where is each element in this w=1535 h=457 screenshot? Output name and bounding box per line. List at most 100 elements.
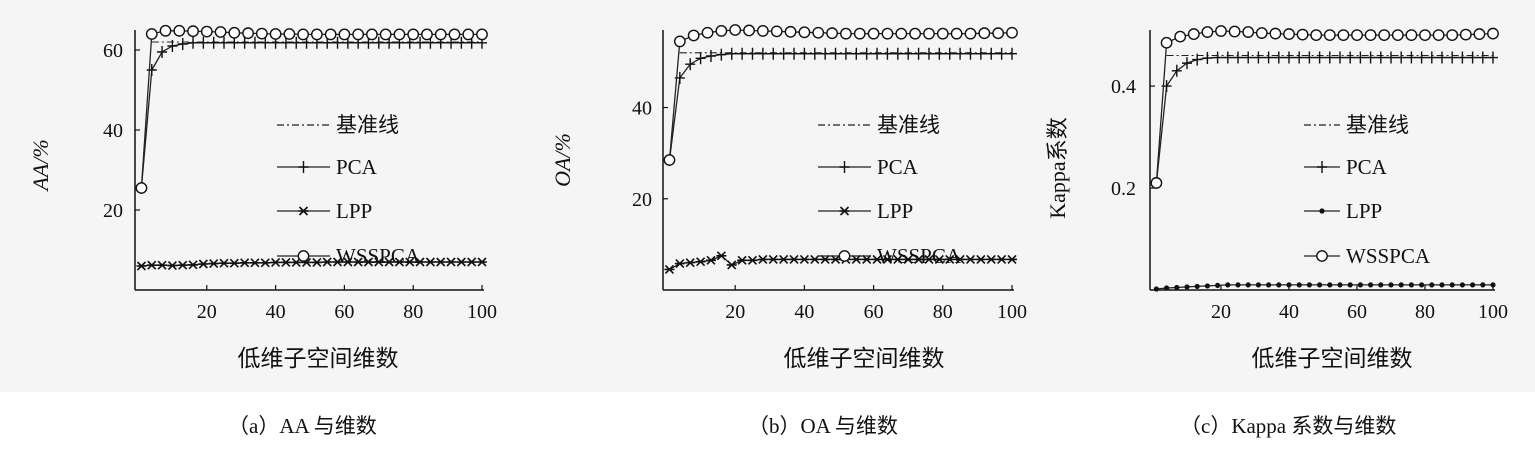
pca-marker [975, 47, 986, 60]
lpp-marker [965, 254, 976, 265]
pca-marker [1233, 51, 1243, 64]
pca-marker [157, 46, 168, 58]
lpp-marker [705, 255, 716, 265]
lpp-marker [934, 254, 945, 265]
pca-marker [1335, 51, 1345, 64]
pca-marker [1182, 57, 1192, 70]
wsspca-marker [1006, 26, 1018, 39]
lpp-marker [1459, 282, 1465, 288]
lpp-marker [425, 257, 436, 267]
lpp-marker [342, 257, 353, 267]
lpp-marker [1388, 282, 1394, 288]
legend-label-wsspca: WSSPCA [877, 244, 962, 268]
wsspca-marker [812, 26, 825, 39]
lpp-marker [146, 260, 157, 270]
pca-line [668, 53, 1012, 161]
wsspca-marker [838, 250, 851, 262]
x-tick-label: 20 [197, 301, 217, 323]
pca-marker [861, 47, 872, 60]
lpp-marker [955, 254, 966, 265]
lpp-marker [1419, 282, 1425, 288]
y-axis-label: OA/% [550, 133, 575, 187]
lpp-marker [975, 254, 986, 265]
pca-marker [1437, 51, 1447, 64]
wsspca-marker [978, 27, 991, 40]
lpp-marker [373, 257, 384, 267]
wsspca-marker [434, 28, 447, 41]
wsspca-marker [1487, 27, 1499, 40]
lpp-marker [446, 257, 457, 267]
lpp-marker [674, 258, 685, 269]
lpp-marker [208, 259, 219, 269]
lpp-marker [1153, 286, 1159, 292]
pca-marker [685, 58, 696, 71]
lpp-marker [809, 254, 820, 265]
y-tick-label: 40 [103, 120, 123, 142]
pca-line [1155, 56, 1493, 183]
lpp-marker [839, 206, 850, 216]
wsspca-marker [1160, 36, 1173, 49]
lpp-marker [820, 254, 831, 265]
lpp-marker [799, 254, 810, 265]
legend: 基准线 PCA LPP WSSPCA [277, 113, 421, 268]
pca-marker [955, 47, 966, 60]
pca-marker [1212, 51, 1223, 64]
lpp-marker [280, 257, 291, 267]
lpp-marker [1266, 282, 1272, 288]
pca-marker [146, 64, 157, 76]
legend-label-baseline: 基准线 [1346, 113, 1409, 137]
pca-marker [726, 47, 737, 60]
wsspca-marker [1228, 25, 1241, 38]
lpp-marker [322, 257, 333, 267]
wsspca-marker [255, 27, 268, 40]
wsspca-marker [673, 35, 686, 48]
legend-label-lpp: LPP [877, 199, 913, 223]
caption-a: （a）AA 与维数 [228, 414, 377, 438]
pca-marker [705, 50, 716, 62]
lpp-marker [157, 260, 168, 270]
lpp-marker [851, 254, 862, 265]
lpp-line [141, 261, 482, 267]
pca-marker [799, 47, 810, 60]
wsspca-marker [1391, 29, 1404, 41]
y-tick-label: 60 [103, 40, 123, 62]
pca-marker [167, 40, 178, 52]
lpp-marker [1408, 282, 1414, 288]
pca-marker [1202, 52, 1213, 65]
wsspca-marker [214, 26, 227, 38]
lpp-marker [1245, 282, 1251, 288]
pca-marker [965, 47, 976, 60]
pca-marker [840, 47, 851, 60]
pca-marker [373, 36, 384, 49]
lpp-marker [861, 254, 872, 265]
chart-panel-a: 20 40 60 80 100 20 40 60 低维子空间维数 AA/% 基准线 PCA LPP WSS… [28, 24, 497, 371]
x-axis-label: 低维子空间维数 [1252, 346, 1413, 371]
x-tick-label: 40 [1279, 301, 1299, 323]
lpp-marker [1429, 282, 1435, 288]
pca-marker [903, 47, 914, 60]
wsspca-marker [1201, 26, 1214, 38]
pca-marker [747, 47, 758, 60]
lpp-marker [1357, 282, 1363, 288]
series-pca [136, 36, 487, 194]
series-wsspca [135, 24, 488, 194]
pca-marker [820, 47, 831, 60]
lpp-marker [188, 260, 199, 270]
lpp-marker [872, 254, 883, 265]
lpp-marker [229, 258, 240, 268]
pca-marker [839, 161, 850, 173]
lpp-marker [1306, 282, 1312, 288]
wsspca-marker [1459, 28, 1472, 41]
pca-marker [1355, 51, 1366, 64]
lpp-marker [757, 254, 768, 265]
pca-marker [280, 36, 291, 49]
wsspca-marker [1310, 29, 1323, 41]
wsspca-marker [936, 27, 949, 40]
wsspca-marker [173, 24, 186, 37]
pca-marker [1253, 51, 1264, 64]
lpp-marker [136, 261, 147, 271]
wsspca-marker [1351, 29, 1363, 41]
pca-marker [996, 47, 1007, 60]
lpp-marker [1319, 208, 1325, 214]
wsspca-marker [200, 25, 213, 38]
